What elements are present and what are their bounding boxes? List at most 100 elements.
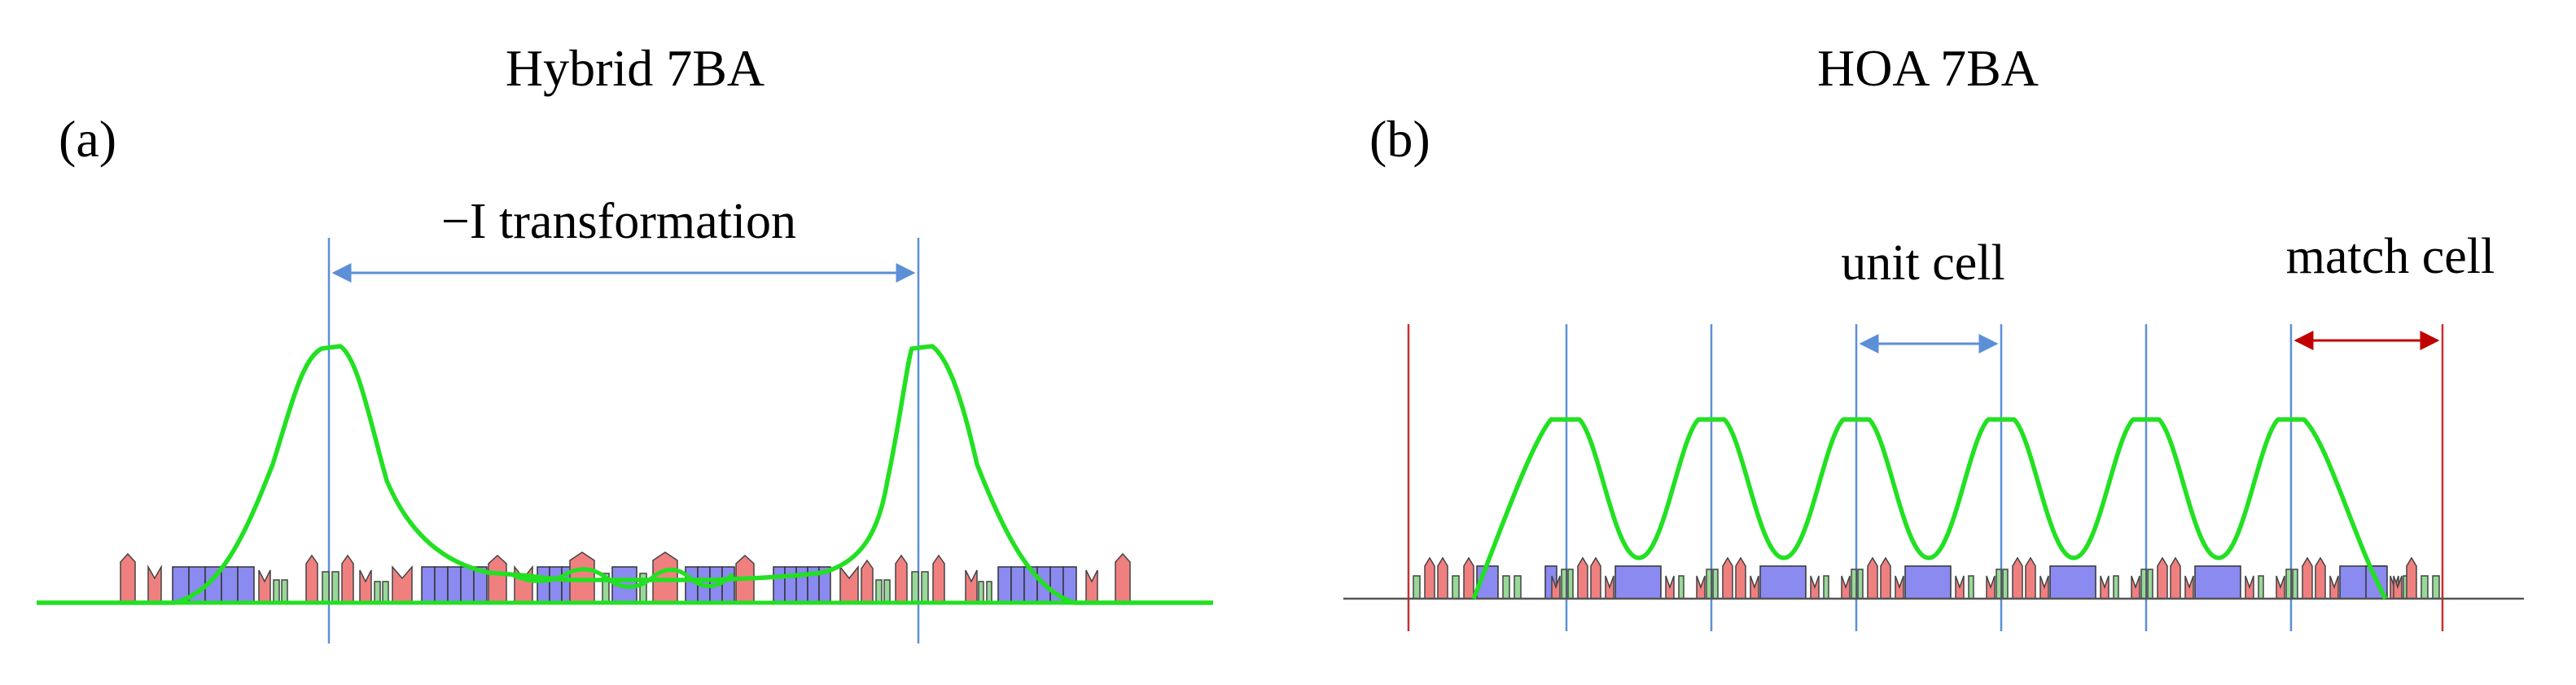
dipole-magnet <box>237 566 255 604</box>
panel-b: HOA 7BA (b) unit cell match cell <box>1343 39 2524 631</box>
defocusing-quadrupole <box>392 564 413 604</box>
defocusing-quadrupole <box>839 564 859 604</box>
dipole-magnet <box>447 566 462 604</box>
dipole-magnet <box>2049 565 2096 599</box>
sextupole-magnet <box>1514 575 1522 599</box>
quadrupole-magnet <box>1867 556 1878 599</box>
beta-function-curve-b <box>1471 417 2388 600</box>
defocusing-quadrupole <box>1665 575 1675 599</box>
sextupole-magnet <box>1561 569 1567 599</box>
dipole-magnet <box>434 566 449 604</box>
quadrupole-magnet <box>488 554 507 604</box>
sextupole-magnet <box>1823 575 1829 599</box>
sextupole-magnet <box>1502 575 1510 599</box>
sextupole-magnet <box>875 579 883 604</box>
sextupole-magnet <box>382 581 389 604</box>
quadrupole-magnet <box>305 554 318 604</box>
panel-a-label: (a) <box>59 110 116 168</box>
sextupole-magnet <box>2420 575 2429 599</box>
defocusing-quadrupole <box>2329 575 2339 599</box>
panel-a-title: Hybrid 7BA <box>506 39 764 97</box>
sextupole-magnet <box>911 571 919 604</box>
panel-b-title: HOA 7BA <box>1817 39 2039 97</box>
sextupole-magnet <box>1678 575 1684 599</box>
quadrupole-magnet <box>2315 556 2326 599</box>
quadrupole-magnet <box>2157 556 2168 599</box>
panel-a: Hybrid 7BA (a) −I transformation <box>37 39 1213 643</box>
dipole-magnet <box>784 566 797 604</box>
dipole-magnet <box>795 566 808 604</box>
sextupole-magnet <box>2147 569 2153 599</box>
defocusing-quadrupole <box>1085 569 1098 604</box>
defocusing-quadrupole <box>1750 575 1759 599</box>
sextupole-magnet <box>1857 569 1864 599</box>
sextupole-magnet <box>2113 575 2119 599</box>
sextupole-magnet <box>1452 575 1460 599</box>
dipole-magnet <box>221 566 239 604</box>
sextupole-magnet <box>1996 569 2002 599</box>
dipole-magnet <box>1614 565 1662 599</box>
sextupole-magnet <box>1968 575 1974 599</box>
defocusing-quadrupole <box>965 569 978 604</box>
quadrupole-magnet <box>1463 556 1474 599</box>
quadrupole-magnet <box>2025 556 2036 599</box>
quadrupole-magnet <box>1577 556 1588 599</box>
defocusing-quadrupole <box>1955 575 1965 599</box>
match-cell-label: match cell <box>2286 229 2495 284</box>
quadrupole-magnet <box>2302 556 2313 599</box>
defocusing-quadrupole <box>147 564 162 604</box>
quadrupole-magnet <box>895 554 908 604</box>
quadrupole-magnet <box>652 551 678 604</box>
sextupole-magnet <box>374 581 381 604</box>
sextupole-magnet <box>2140 569 2147 599</box>
quadrupole-magnet <box>1722 556 1733 599</box>
sextupole-magnet <box>2432 575 2440 599</box>
defocusing-quadrupole <box>1841 575 1851 599</box>
defocusing-quadrupole <box>1986 575 1996 599</box>
sextupole-magnet <box>1712 569 1719 599</box>
defocusing-quadrupole <box>258 569 271 604</box>
dipole-magnet <box>1759 565 1807 599</box>
defocusing-quadrupole <box>1696 575 1706 599</box>
quadrupole-magnet <box>932 554 945 604</box>
panel-b-label: (b) <box>1369 110 1430 168</box>
beta-function-curve-a <box>37 344 1213 605</box>
sextupole-magnet <box>331 571 340 604</box>
defocusing-quadrupole <box>1895 575 1904 599</box>
dipole-magnet <box>685 566 699 604</box>
quadrupole-magnet <box>120 552 136 604</box>
defocusing-quadrupole <box>359 569 372 604</box>
beta-function-wiggle-a <box>511 567 734 589</box>
quadrupole-magnet <box>1424 556 1435 599</box>
sextupole-magnet <box>273 579 280 604</box>
dipole-magnet <box>1904 565 1952 599</box>
defocusing-quadrupole <box>1605 575 1614 599</box>
quadrupole-magnet <box>1735 556 1746 599</box>
quadrupole-magnet <box>1880 556 1891 599</box>
magnet-lattice-a <box>120 551 1131 604</box>
defocusing-quadrupole <box>2184 575 2194 599</box>
quadrupole-magnet <box>341 554 354 604</box>
dipole-magnet <box>537 566 550 604</box>
quadrupole-magnet <box>1590 556 1601 599</box>
sextupole-magnet <box>2258 575 2264 599</box>
sextupole-magnet <box>2002 569 2009 599</box>
defocusing-quadrupole <box>2039 575 2049 599</box>
dipole-magnet <box>2194 565 2241 599</box>
sextupole-magnet <box>322 571 330 604</box>
dipole-magnet <box>421 566 436 604</box>
sextupole-magnet <box>883 579 891 604</box>
quadrupole-magnet <box>2406 556 2417 599</box>
quadrupole-magnet <box>2012 556 2023 599</box>
sextupole-magnet <box>1706 569 1712 599</box>
sextupole-magnet <box>1851 569 1857 599</box>
sextupole-magnet <box>978 581 984 604</box>
dipole-magnet <box>773 566 786 604</box>
dipole-magnet <box>460 566 475 604</box>
sextupole-magnet <box>281 579 288 604</box>
dipole-magnet <box>1010 566 1025 604</box>
dipole-magnet <box>997 566 1012 604</box>
defocusing-quadrupole <box>2100 575 2109 599</box>
sextupole-magnet <box>2292 569 2298 599</box>
